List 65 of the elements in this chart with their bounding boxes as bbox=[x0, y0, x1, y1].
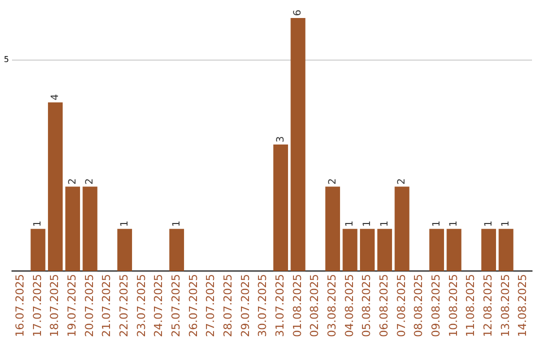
x-tick-label: 06.08.2025 bbox=[378, 274, 391, 338]
bar bbox=[394, 186, 410, 272]
bar bbox=[360, 228, 375, 272]
bar bbox=[30, 228, 46, 272]
x-tick-label: 30.07.2025 bbox=[256, 274, 270, 338]
bar bbox=[498, 228, 514, 272]
x-tick-label: 03.08.2025 bbox=[326, 274, 339, 338]
bar bbox=[290, 18, 306, 272]
x-tick-label: 16.07.2025 bbox=[14, 274, 27, 338]
x-tick-label: 17.07.2025 bbox=[30, 274, 44, 338]
data-label: 2 bbox=[327, 178, 338, 185]
data-label: 2 bbox=[396, 178, 408, 185]
bar bbox=[273, 144, 288, 272]
x-tick-label: 08.08.2025 bbox=[412, 274, 426, 338]
data-label: 2 bbox=[67, 178, 78, 185]
ref-line-label: 5 bbox=[4, 55, 9, 64]
x-tick-label: 10.08.2025 bbox=[446, 274, 460, 338]
bar bbox=[342, 228, 358, 272]
bar bbox=[82, 186, 98, 272]
data-label: 3 bbox=[275, 136, 286, 143]
x-tick-label: 26.07.2025 bbox=[186, 274, 200, 338]
x-tick-label: 13.08.2025 bbox=[498, 274, 512, 338]
x-tick-label: 19.07.2025 bbox=[66, 274, 79, 338]
data-label: 1 bbox=[171, 220, 182, 227]
bar bbox=[429, 228, 444, 272]
x-tick-label: 11.08.2025 bbox=[464, 274, 478, 338]
x-tick-label: 28.07.2025 bbox=[222, 274, 235, 338]
x-tick-label: 25.07.2025 bbox=[170, 274, 183, 338]
x-tick-label: 29.07.2025 bbox=[238, 274, 252, 338]
x-tick-label: 12.08.2025 bbox=[482, 274, 495, 338]
data-label: 6 bbox=[292, 10, 304, 16]
x-tick-label: 20.07.2025 bbox=[82, 274, 96, 338]
x-tick-label: 07.08.2025 bbox=[394, 274, 408, 338]
data-label: 1 bbox=[362, 220, 373, 227]
data-label: 1 bbox=[483, 220, 494, 227]
bar bbox=[481, 228, 496, 272]
x-tick-label: 22.07.2025 bbox=[118, 274, 131, 338]
data-label: 4 bbox=[50, 94, 61, 100]
data-label: 1 bbox=[500, 220, 512, 227]
data-label: 1 bbox=[119, 220, 130, 227]
bar bbox=[65, 186, 80, 272]
data-label: 2 bbox=[84, 178, 96, 185]
bar bbox=[48, 102, 63, 272]
data-label: 1 bbox=[431, 220, 442, 227]
x-tick-label: 31.07.2025 bbox=[274, 274, 287, 338]
x-tick-label: 05.08.2025 bbox=[360, 274, 374, 338]
data-label: 1 bbox=[379, 220, 390, 227]
bar bbox=[169, 228, 184, 272]
data-label: 1 bbox=[448, 220, 460, 227]
x-tick-label: 02.08.2025 bbox=[308, 274, 322, 338]
data-label: 1 bbox=[32, 220, 44, 227]
bar bbox=[446, 228, 462, 272]
x-tick-label: 01.08.2025 bbox=[290, 274, 304, 338]
x-tick-label: 24.07.2025 bbox=[152, 274, 166, 338]
x-tick-label: 23.07.2025 bbox=[134, 274, 148, 338]
bar bbox=[117, 228, 132, 272]
bar bbox=[377, 228, 392, 272]
x-tick-label: 21.07.2025 bbox=[100, 274, 114, 338]
x-tick-label: 09.08.2025 bbox=[430, 274, 443, 338]
x-tick-label: 14.08.2025 bbox=[516, 274, 530, 338]
x-tick-label: 27.07.2025 bbox=[204, 274, 218, 338]
x-tick-label: 04.08.2025 bbox=[342, 274, 356, 338]
bar bbox=[325, 186, 340, 272]
x-tick-label: 18.07.2025 bbox=[48, 274, 62, 338]
data-label: 1 bbox=[344, 220, 356, 227]
